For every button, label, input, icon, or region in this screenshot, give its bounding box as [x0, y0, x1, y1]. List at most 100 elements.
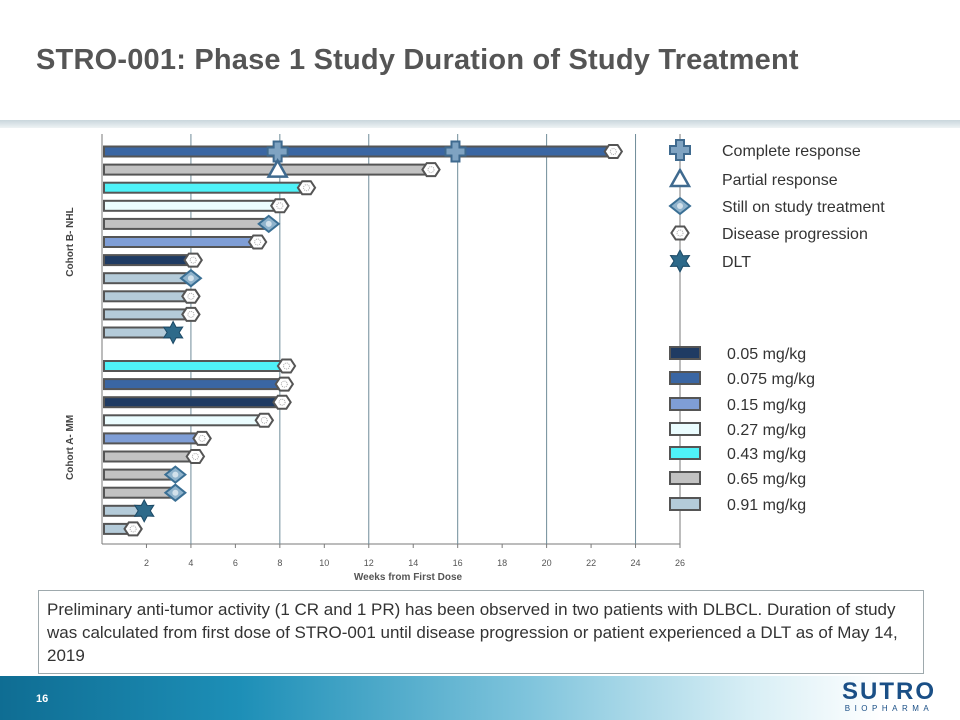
bar-end-marker-texture: [280, 380, 288, 388]
bar-end-marker: [296, 180, 317, 196]
bar: [103, 236, 259, 248]
legend-marker-symbol: [668, 167, 692, 188]
caption-box: Preliminary anti-tumor activity (1 CR an…: [38, 590, 924, 674]
x-tick-label: 24: [631, 558, 641, 568]
legend-marker-label: Partial response: [722, 172, 838, 189]
legend-marker-label: DLT: [722, 254, 751, 271]
bar-end-marker-texture: [427, 166, 435, 174]
bar-end-marker-texture: [303, 184, 311, 192]
legend-marker-label: Disease progression: [722, 226, 868, 243]
bar-end-marker: [185, 449, 206, 464]
bar: [103, 326, 175, 339]
bar-end-marker: [183, 252, 203, 268]
bar-end-marker: [274, 376, 295, 392]
bar-end-marker: [192, 430, 212, 446]
bar-end-marker: [603, 144, 624, 159]
legend-marker-label: Complete response: [722, 143, 861, 160]
page-number: 16: [36, 693, 49, 705]
legend-marker-symbol: [669, 248, 691, 274]
legend-dose-swatch: [669, 346, 701, 360]
x-tick-label: 20: [542, 558, 552, 568]
bar-end-marker-texture: [198, 434, 206, 442]
legend-dose-swatch: [669, 471, 701, 485]
bar-end-marker: [181, 288, 201, 304]
bar-end-marker: [247, 234, 268, 250]
bar-marker: [444, 140, 467, 163]
title-divider: [0, 120, 960, 128]
x-tick-label: 26: [675, 558, 685, 568]
x-tick-label: 18: [497, 558, 507, 568]
x-tick-label: 16: [453, 558, 463, 568]
bar: [103, 181, 308, 194]
bar-end-marker-texture: [172, 489, 179, 496]
bar-end-marker-texture: [191, 453, 199, 460]
bar-end-marker: [181, 306, 201, 322]
legend-marker-symbol: [669, 139, 691, 161]
logo-subtitle: BIOPHARMA: [844, 704, 934, 713]
legend-dose-label: 0.15 mg/kg: [727, 397, 806, 414]
bar-end-marker: [254, 412, 275, 428]
legend-dose-label: 0.05 mg/kg: [727, 346, 806, 363]
bar: [103, 308, 192, 321]
bar-end-marker-texture: [278, 398, 286, 406]
bar: [103, 378, 286, 391]
legend-dose-swatch: [669, 371, 701, 385]
bar-end-marker-texture: [172, 471, 179, 478]
bar: [103, 432, 204, 445]
legend-marker-label: Still on study treatment: [722, 199, 885, 216]
legend-dose-label: 0.43 mg/kg: [727, 446, 806, 463]
bar-marker: [266, 140, 289, 163]
bar-end-marker: [133, 498, 155, 523]
x-tick-label: 22: [586, 558, 596, 568]
bar: [103, 272, 192, 285]
bar-end-marker-texture: [283, 362, 291, 370]
legend-marker-symbol-texture: [677, 203, 683, 209]
bar: [103, 163, 433, 176]
bar-end-marker-texture: [260, 416, 268, 424]
legend-dose-swatch: [669, 497, 701, 511]
bar: [103, 414, 266, 427]
bar-end-marker-texture: [609, 148, 617, 155]
logo-wordmark: SUTRO: [842, 678, 936, 705]
bar-end-marker: [272, 394, 292, 410]
legend-dose-swatch: [669, 422, 701, 436]
legend-dose-label: 0.075 mg/kg: [727, 371, 815, 388]
bar-end-marker-texture: [187, 275, 194, 282]
cohort-label: Cohort B- NHL: [65, 207, 76, 276]
bar: [103, 290, 192, 303]
bar-end-marker-texture: [265, 220, 272, 227]
bar-end-marker: [270, 198, 290, 214]
bar-end-marker-texture: [254, 238, 262, 246]
x-tick-label: 6: [233, 558, 238, 568]
bar-end-marker-texture: [187, 292, 195, 300]
footer-band: [0, 676, 960, 720]
x-tick-label: 4: [188, 558, 193, 568]
x-tick-label: 8: [277, 558, 282, 568]
bar: [103, 199, 281, 212]
legend-dose-label: 0.27 mg/kg: [727, 422, 806, 439]
slide-title: STRO-001: Phase 1 Study Duration of Stud…: [36, 44, 799, 76]
bar: [103, 254, 195, 267]
bar: [103, 145, 615, 158]
legend-marker-symbol-texture: [676, 229, 684, 237]
bar-end-marker-texture: [129, 525, 137, 533]
legend-dose-swatch: [669, 397, 701, 411]
sutro-logo: SUTRO BIOPHARMA: [842, 680, 936, 714]
x-tick-label: 2: [144, 558, 149, 568]
x-axis-label: Weeks from First Dose: [354, 572, 463, 583]
bar: [103, 396, 284, 409]
bar-end-marker-texture: [187, 310, 195, 318]
x-tick-label: 12: [364, 558, 374, 568]
bar: [103, 360, 288, 372]
bar-end-marker: [162, 320, 184, 345]
legend-dose-swatch: [669, 446, 701, 460]
bar-end-marker: [421, 162, 441, 178]
bar-end-marker-texture: [276, 202, 284, 210]
cohort-label: Cohort A- MM: [65, 415, 76, 480]
bar: [103, 217, 270, 230]
bar-marker: [266, 158, 289, 178]
legend-dose-label: 0.65 mg/kg: [727, 471, 806, 488]
bar: [103, 450, 197, 463]
bar-end-marker-texture: [189, 256, 197, 264]
